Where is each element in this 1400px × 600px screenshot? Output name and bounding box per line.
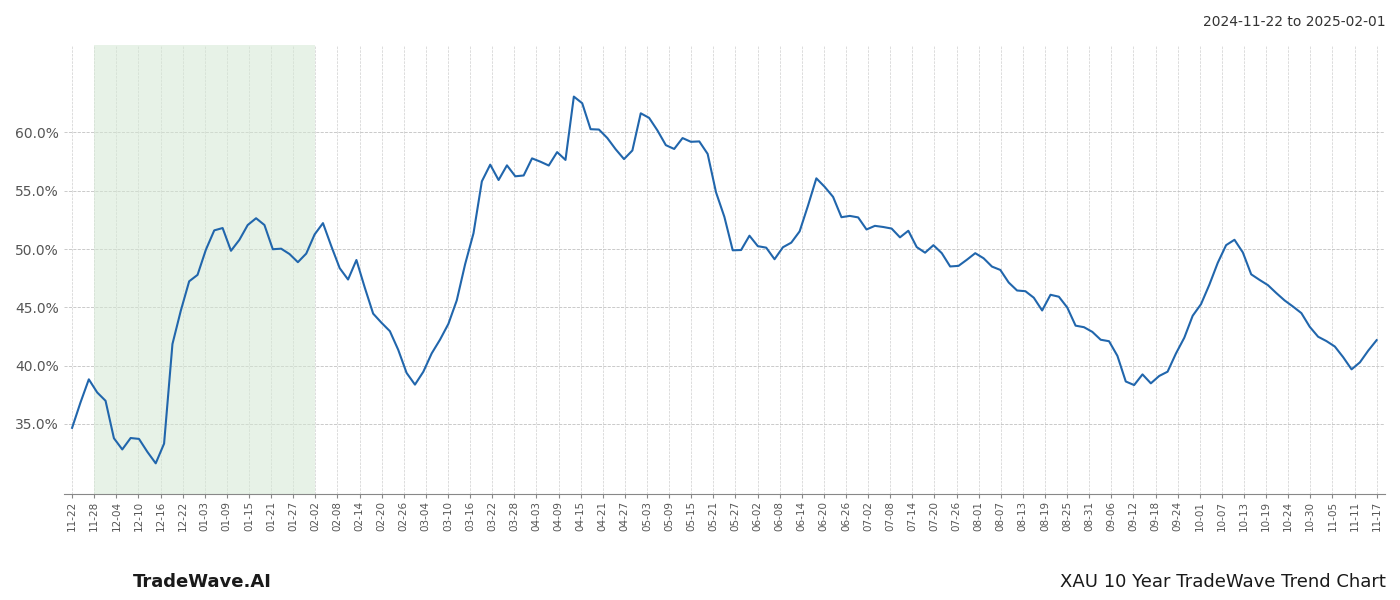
Text: 2024-11-22 to 2025-02-01: 2024-11-22 to 2025-02-01 [1204,15,1386,29]
Text: XAU 10 Year TradeWave Trend Chart: XAU 10 Year TradeWave Trend Chart [1060,573,1386,591]
Bar [94,45,315,494]
Text: TradeWave.AI: TradeWave.AI [133,573,272,591]
